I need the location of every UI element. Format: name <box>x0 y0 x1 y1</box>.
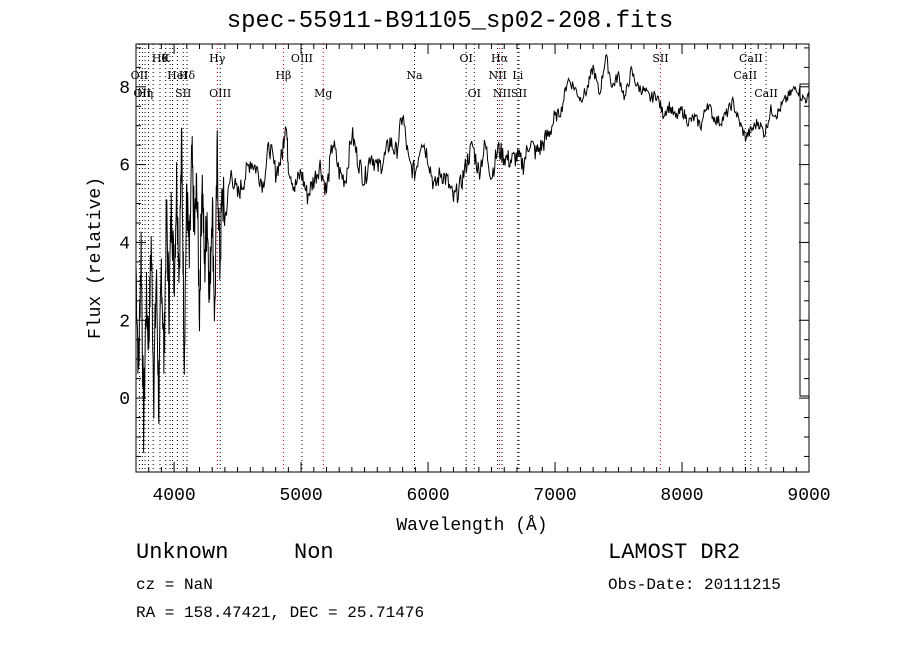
line-marker-label-5: Hθ <box>152 52 169 65</box>
line-marker-label-18: OI <box>459 52 472 65</box>
line-marker-label-10: SII <box>175 87 191 100</box>
y-axis-label: Flux (relative) <box>86 177 106 339</box>
line-marker-label-16: Mg <box>314 87 332 100</box>
y-tick-label-4: 8 <box>119 79 130 99</box>
x-tick-label-5: 9000 <box>787 486 830 506</box>
line-marker-label-22: NII <box>493 87 511 100</box>
line-marker-label-14: Hβ <box>275 69 291 82</box>
x-tick-label-3: 7000 <box>533 486 576 506</box>
line-marker-label-28: CaII <box>754 87 778 100</box>
line-marker-label-27: CaII <box>739 52 763 65</box>
line-marker-label-24: SII <box>511 87 527 100</box>
y-tick-label-1: 2 <box>119 312 130 332</box>
line-marker-label-20: NII <box>488 69 506 82</box>
line-marker-layer: OIIOIIHηHθKHeISIIHδHγOIIIHβOIIIMgNaOIOIN… <box>131 44 778 472</box>
x-tick-label-2: 6000 <box>406 486 449 506</box>
x-tick-label-0: 4000 <box>152 486 195 506</box>
axis-ticks: 4000 5000 6000 7000 8000 9000 0 2 4 6 8 <box>119 44 831 506</box>
line-marker-label-26: CaII <box>733 69 757 82</box>
line-marker-label-9: HeI <box>167 69 187 82</box>
line-marker-label-19: OI <box>468 87 481 100</box>
y-tick-label-0: 0 <box>119 390 130 410</box>
y-tick-label-3: 6 <box>119 157 130 177</box>
y-tick-label-2: 4 <box>119 234 130 254</box>
subclass-label: Non <box>294 540 334 565</box>
line-marker-label-25: SII <box>652 52 668 65</box>
line-marker-label-23: Li <box>512 69 523 82</box>
x-tick-label-1: 5000 <box>279 486 322 506</box>
line-marker-label-2: Hη <box>137 87 153 100</box>
chart-title: spec-55911-B91105_sp02-208.fits <box>226 8 674 35</box>
x-axis-label: Wavelength (Å) <box>396 515 547 536</box>
obs-date: Obs-Date: 20111215 <box>608 576 781 594</box>
line-marker-label-21: Hα <box>491 52 509 65</box>
line-marker-label-11: Hδ <box>179 69 196 82</box>
line-marker-label-1: OII <box>133 87 151 100</box>
survey-label: LAMOST DR2 <box>608 540 741 565</box>
line-marker-label-15: OIII <box>291 52 313 65</box>
line-marker-label-13: OIII <box>209 87 231 100</box>
x-tick-label-4: 8000 <box>660 486 703 506</box>
spectrum-line <box>135 53 810 453</box>
coordinates: RA = 158.47421, DEC = 25.71476 <box>136 604 425 622</box>
line-marker-label-0: OII <box>131 69 149 82</box>
right-edge-marker <box>799 83 810 397</box>
line-marker-label-6: K <box>162 52 171 65</box>
class-label: Unknown <box>136 540 229 565</box>
line-marker-label-17: Na <box>406 69 423 82</box>
line-marker-label-12: Hγ <box>209 52 226 65</box>
cz-value: cz = NaN <box>136 576 213 594</box>
